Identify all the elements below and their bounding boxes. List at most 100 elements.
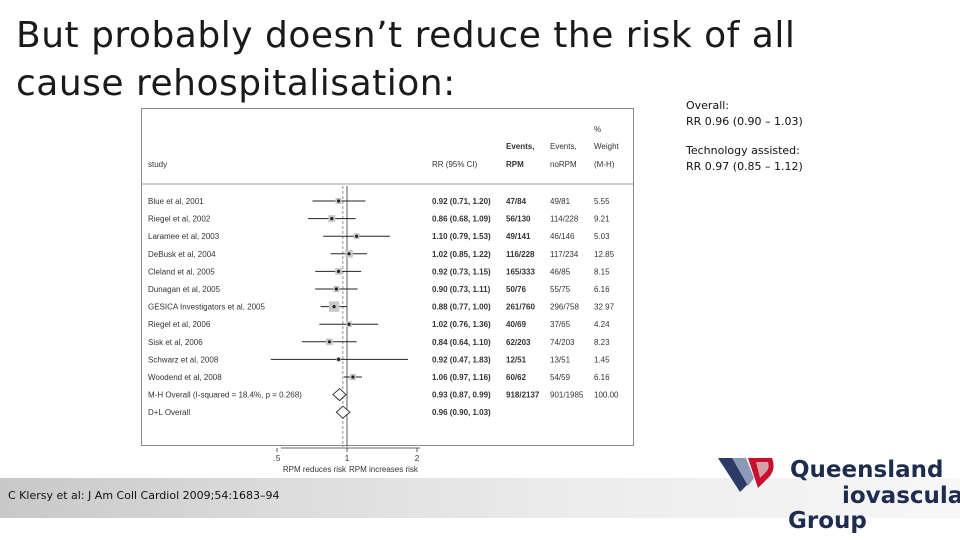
header-study: study [148, 160, 167, 169]
study-label: Blue et al, 2001 [148, 197, 204, 206]
x-tick-label: 2 [415, 454, 420, 463]
slide-title: But probably doesn’t reduce the risk of … [16, 12, 916, 108]
events-norpm: 37/65 [550, 320, 571, 329]
point-estimate [334, 287, 338, 291]
rr-value: 0.92 (0.47, 1.83) [432, 355, 491, 364]
slide-title-line-2: cause rehospitalisation: [16, 63, 456, 104]
events-rpm: 47/84 [506, 197, 527, 206]
weight-value: 8.23 [594, 338, 610, 347]
study-label: GESICA Investigators et al, 2005 [148, 303, 266, 312]
weight-value: 6.16 [594, 285, 610, 294]
x-tick-label: 1 [345, 454, 350, 463]
header-weight-1: % [594, 125, 601, 134]
weight-value: 12.85 [594, 250, 615, 259]
events-norpm: 114/228 [550, 215, 579, 224]
header-events-norpm-2: noRPM [550, 160, 577, 169]
header-events-rpm-1: Events, [506, 142, 534, 151]
note-overall: Overall: RR 0.96 (0.90 – 1.03) [686, 98, 803, 130]
logo-heart-icon [718, 458, 774, 492]
point-estimate [355, 234, 359, 238]
events-rpm: 165/333 [506, 267, 535, 276]
rr-value: 1.06 (0.97, 1.16) [432, 373, 491, 382]
header-events-rpm-2: RPM [506, 160, 524, 169]
xlabel-left: RPM reduces risk [283, 465, 347, 474]
events-rpm: 56/130 [506, 215, 531, 224]
summary-notes: Overall: RR 0.96 (0.90 – 1.03) Technolog… [686, 98, 803, 188]
events-norpm: 46/146 [550, 232, 575, 241]
events-norpm: 54/59 [550, 373, 571, 382]
weight-value: 4.24 [594, 320, 610, 329]
logo-mark-grey [732, 458, 754, 486]
header-weight-3: (M-H) [594, 160, 615, 169]
point-estimate [327, 340, 331, 344]
weight-value: 8.15 [594, 267, 610, 276]
study-label: Schwarz et al, 2008 [148, 355, 219, 364]
events-norpm: 13/51 [550, 355, 571, 364]
overall-events-norpm: 901/1985 [550, 391, 584, 400]
overall-events-rpm: 918/2137 [506, 391, 540, 400]
footer-bar [0, 478, 960, 518]
overall-diamond [335, 405, 351, 419]
note-overall-label: Overall: [686, 99, 730, 112]
rr-value: 0.84 (0.64, 1.10) [432, 338, 491, 347]
point-estimate [347, 322, 351, 326]
events-norpm: 46/85 [550, 267, 571, 276]
overall-label: D+L Overall [148, 408, 190, 417]
events-rpm: 261/760 [506, 303, 535, 312]
study-label: Cleland et al, 2005 [148, 267, 215, 276]
weight-value: 32.97 [594, 303, 615, 312]
events-norpm: 55/75 [550, 285, 571, 294]
study-label: Laramee et al, 2003 [148, 232, 220, 241]
point-estimate [351, 375, 355, 379]
events-norpm: 49/81 [550, 197, 571, 206]
study-label: Riegel et al, 2002 [148, 215, 211, 224]
logo-line-3: Group [788, 508, 867, 534]
study-label: Sisk et al, 2006 [148, 338, 203, 347]
overall-weight: 100.00 [594, 391, 619, 400]
xlabel-right: RPM increases risk [349, 465, 419, 474]
note-overall-value: RR 0.96 (0.90 – 1.03) [686, 115, 803, 128]
logo-mark-dark [718, 458, 748, 492]
study-label: Dunagan et al, 2005 [148, 285, 221, 294]
point-estimate [332, 305, 336, 309]
weight-value: 5.55 [594, 197, 610, 206]
logo-line-2: iovascular [842, 483, 960, 509]
header-events-norpm-1: Events, [550, 142, 577, 151]
events-rpm: 40/69 [506, 320, 527, 329]
events-rpm: 50/76 [506, 285, 527, 294]
study-label: DeBusk et al, 2004 [148, 250, 216, 259]
header-rr: RR (95% CI) [432, 160, 478, 169]
weight-value: 1.45 [594, 355, 610, 364]
note-technology: Technology assisted: RR 0.97 (0.85 – 1.1… [686, 143, 803, 175]
point-estimate [336, 199, 341, 203]
point-estimate [347, 252, 351, 256]
events-norpm: 74/203 [550, 338, 575, 347]
rr-value: 1.10 (0.79, 1.53) [432, 232, 491, 241]
events-rpm: 60/62 [506, 373, 527, 382]
rr-value: 1.02 (0.76, 1.36) [432, 320, 491, 329]
weight-value: 6.16 [594, 373, 610, 382]
rr-value: 0.88 (0.77, 1.00) [432, 303, 491, 312]
rr-value: 0.86 (0.68, 1.09) [432, 215, 491, 224]
study-label: Woodend et al, 2008 [148, 373, 222, 382]
point-estimate [330, 217, 334, 221]
study-label: Riegel et al, 2006 [148, 320, 211, 329]
events-rpm: 12/51 [506, 355, 527, 364]
citation: C Klersy et al: J Am Coll Cardiol 2009;5… [8, 489, 280, 502]
events-rpm: 49/141 [506, 232, 531, 241]
rr-value: 1.02 (0.85, 1.22) [432, 250, 491, 259]
x-tick-label: .5 [274, 454, 281, 463]
point-estimate [336, 357, 341, 361]
rr-value: 0.90 (0.73, 1.11) [432, 285, 491, 294]
note-technology-value: RR 0.97 (0.85 – 1.12) [686, 160, 803, 173]
header-weight-2: Weight [594, 142, 620, 151]
overall-label: M-H Overall (I-squared = 18.4%, p = 0.26… [148, 391, 302, 400]
point-estimate [336, 269, 341, 273]
forest-plot-frame [141, 108, 634, 446]
logo-line-1: Queensland [790, 457, 944, 483]
events-norpm: 117/234 [550, 250, 579, 259]
weight-value: 5.03 [594, 232, 610, 241]
events-norpm: 296/758 [550, 303, 579, 312]
weight-value: 9.21 [594, 215, 610, 224]
